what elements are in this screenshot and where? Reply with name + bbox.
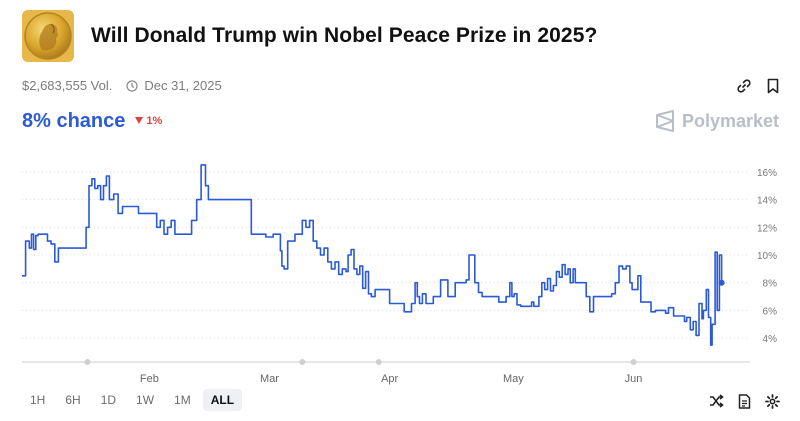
probability-chart: 4% 6% 8% 10% 12% 14% 16% Feb Mar Apr May Jun <box>22 164 777 385</box>
timeline-dot <box>299 359 306 365</box>
timeline-dots <box>84 359 637 365</box>
chart-grid <box>22 171 750 339</box>
y-tick-label: 6% <box>763 306 778 317</box>
chart-tools <box>709 394 780 409</box>
shuffle-icon[interactable] <box>709 394 724 409</box>
y-tick-label: 12% <box>757 223 777 234</box>
y-tick-label: 14% <box>757 196 777 207</box>
bookmark-icon[interactable] <box>766 78 780 94</box>
x-tick-label: Feb <box>140 373 159 385</box>
y-tick-label: 4% <box>763 334 778 345</box>
gear-icon[interactable] <box>765 394 780 409</box>
link-icon[interactable] <box>736 78 752 94</box>
volume-text: $2,683,555 Vol. <box>22 78 113 93</box>
market-title: Will Donald Trump win Nobel Peace Prize … <box>91 24 598 47</box>
chance-delta: 1% <box>135 115 162 127</box>
clock-icon <box>126 79 138 92</box>
series-line <box>22 164 723 346</box>
market-actions <box>736 78 780 94</box>
current-value-dot[interactable] <box>718 279 725 286</box>
y-tick-label: 8% <box>763 279 778 290</box>
chance-display: 8% chance 1% <box>22 110 162 133</box>
triangle-down-icon <box>135 117 144 124</box>
timeline-dot <box>630 359 637 365</box>
x-tick-label: Jun <box>625 373 643 385</box>
end-date-text: Dec 31, 2025 <box>144 78 222 93</box>
x-axis-ticks: Feb Mar Apr May Jun <box>140 373 642 385</box>
delta-value: 1% <box>146 114 163 127</box>
x-tick-label: Mar <box>260 373 279 385</box>
range-button-1h[interactable]: 1H <box>30 393 46 407</box>
document-icon[interactable] <box>738 394 751 409</box>
range-button-1d[interactable]: 1D <box>100 393 117 407</box>
range-button-all[interactable]: ALL <box>202 389 243 411</box>
polymarket-brand: Polymarket <box>655 110 779 132</box>
y-axis-ticks: 4% 6% 8% 10% 12% 14% 16% <box>757 168 777 345</box>
range-button-1m[interactable]: 1M <box>174 393 191 407</box>
y-tick-label: 16% <box>757 168 777 179</box>
timeline-dot <box>84 359 91 365</box>
timeline-dot <box>375 359 382 365</box>
y-tick-label: 10% <box>757 251 777 262</box>
range-button-6h[interactable]: 6H <box>65 393 81 407</box>
range-selector: 1H 6H 1D 1W 1M ALL <box>22 389 243 411</box>
brand-name: Polymarket <box>681 110 779 131</box>
polymarket-logo-icon <box>655 110 674 132</box>
range-button-1w[interactable]: 1W <box>136 393 155 407</box>
nobel-medal-icon <box>22 10 74 62</box>
chance-value: 8% chance <box>22 110 126 132</box>
market-meta: $2,683,555 Vol. Dec 31, 2025 <box>22 78 222 93</box>
x-tick-label: Apr <box>381 373 398 385</box>
x-tick-label: May <box>503 373 524 385</box>
market-header: Will Donald Trump win Nobel Peace Prize … <box>22 10 597 62</box>
